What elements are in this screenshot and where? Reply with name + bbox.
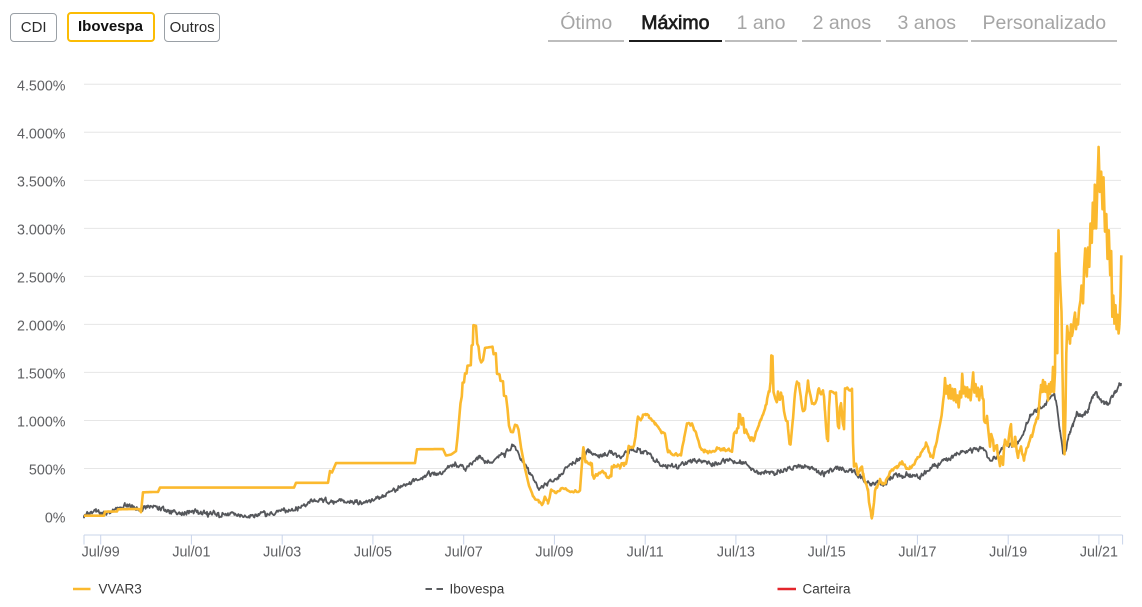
svg-text:1.000%: 1.000% xyxy=(17,414,66,430)
svg-text:4.000%: 4.000% xyxy=(17,126,66,142)
svg-text:Ibovespa: Ibovespa xyxy=(450,582,505,597)
svg-text:VVAR3: VVAR3 xyxy=(99,582,142,597)
svg-text:Jul/99: Jul/99 xyxy=(82,545,120,561)
svg-text:Jul/01: Jul/01 xyxy=(172,545,210,561)
svg-text:3.000%: 3.000% xyxy=(17,222,66,238)
svg-text:Carteira: Carteira xyxy=(803,582,852,597)
svg-text:Jul/03: Jul/03 xyxy=(263,545,301,561)
svg-text:4.500%: 4.500% xyxy=(17,78,66,94)
svg-text:1.500%: 1.500% xyxy=(17,366,66,382)
svg-text:Jul/11: Jul/11 xyxy=(627,545,664,561)
svg-text:Jul/09: Jul/09 xyxy=(535,545,573,561)
svg-text:Jul/13: Jul/13 xyxy=(717,545,755,561)
svg-text:2.500%: 2.500% xyxy=(17,270,66,286)
svg-text:Jul/05: Jul/05 xyxy=(354,545,392,561)
svg-text:Jul/21: Jul/21 xyxy=(1080,545,1118,561)
svg-text:Jul/15: Jul/15 xyxy=(808,545,846,561)
svg-text:0%: 0% xyxy=(45,510,66,526)
svg-text:3.500%: 3.500% xyxy=(17,174,66,190)
svg-text:Jul/19: Jul/19 xyxy=(989,545,1027,561)
svg-text:Jul/17: Jul/17 xyxy=(898,545,936,561)
svg-text:500%: 500% xyxy=(29,462,66,478)
svg-text:2.000%: 2.000% xyxy=(17,318,66,334)
svg-text:Jul/07: Jul/07 xyxy=(445,545,483,561)
